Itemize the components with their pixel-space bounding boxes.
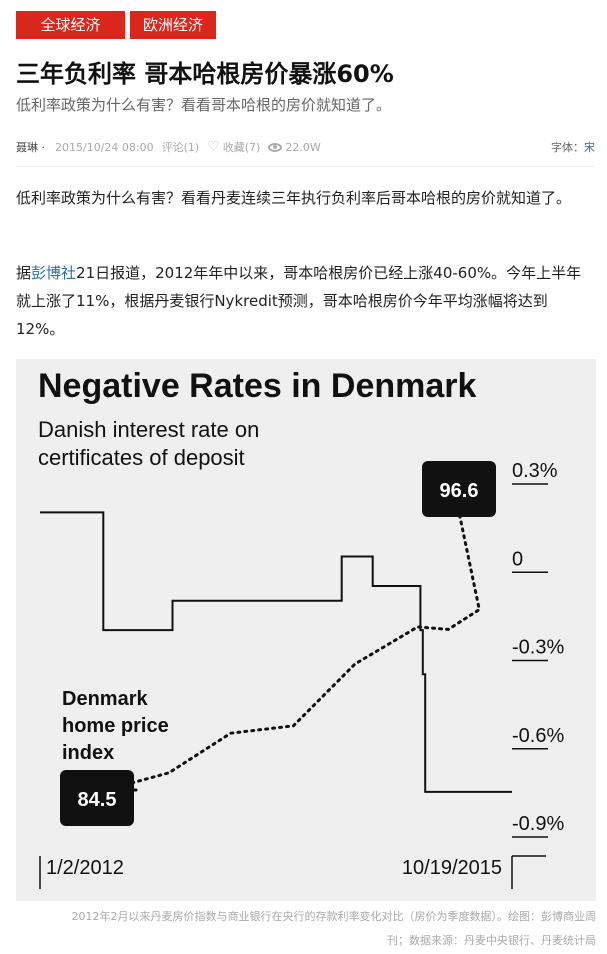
eye-icon [268, 142, 283, 152]
chart-figure: Negative Rates in Denmark Danish interes… [16, 359, 596, 901]
heart-icon: ♡ [207, 139, 220, 155]
font-selector[interactable]: 字体：宋 [551, 139, 595, 155]
favorite-button[interactable]: ♡ 收藏(7) [207, 139, 260, 155]
y-tick-label: -0.3% [512, 637, 564, 659]
favorites-count: 收藏(7) [222, 141, 261, 154]
home-price-series-line [106, 515, 481, 792]
home-price-series-label: Denmark home price index [62, 688, 174, 764]
body-paragraph-2: 据彭博社21日报道，2012年年中以来，哥本哈根房价已经上涨40-60%。今年上… [16, 259, 596, 343]
views-counter: 22.0W [268, 140, 321, 154]
home-price-start-box-bg [60, 770, 134, 826]
home-price-label-line-3: index [62, 742, 114, 764]
font-selector-label: 字体： [551, 141, 584, 154]
bloomberg-link[interactable]: 彭博社 [31, 264, 77, 282]
y-axis-ticks: 0.3% 0 -0.3% -0.6% -0.9% [512, 460, 564, 838]
home-price-end-box-bg [422, 461, 496, 517]
home-price-label-line-1: Denmark [62, 688, 148, 710]
y-tick-label: -0.9% [512, 813, 564, 835]
p2-lead: 据 [16, 264, 32, 282]
article-headline: 三年负利率 哥本哈根房价暴涨60% [16, 60, 394, 88]
article-meta: 聂琳 · 2015/10/24 08:00 评论(1) ♡ 收藏(7) 22.0… [16, 138, 595, 156]
chart-caption-line-1: 2012年2月以来丹麦房价指数与商业银行在央行的存款利率变化对比（房价为季度数据… [71, 910, 597, 923]
body-paragraph-1: 低利率政策为什么有害？看看丹麦连续三年执行负利率后哥本哈根的房价就知道了。 [16, 189, 572, 207]
font-selector-value[interactable]: 宋 [584, 141, 595, 154]
home-price-start-box: 84.5 [60, 770, 134, 826]
x-label-start: 1/2/2012 [46, 857, 124, 879]
y-tick-label: -0.6% [512, 725, 564, 747]
chart-title: Negative Rates in Denmark [38, 367, 476, 405]
comments-link[interactable]: 评论(1) [161, 141, 200, 154]
category-tags: 全球经济 欧洲经济 [16, 11, 216, 39]
views-count: 22.0W [285, 140, 321, 154]
p2-rest: 21日报道，2012年年中以来，哥本哈根房价已经上涨40-60%。今年上半年就上… [16, 264, 582, 338]
rate-label-line-2: certificates of deposit [38, 445, 245, 470]
rate-series-label: Danish interest rate on certificates of … [38, 417, 265, 470]
home-price-end-box: 96.6 [422, 461, 496, 517]
chart-svg: Negative Rates in Denmark Danish interes… [38, 367, 564, 889]
meta-divider [16, 166, 595, 167]
home-price-end-label: 96.6 [440, 480, 479, 502]
tag-europe-economy[interactable]: 欧洲经济 [130, 11, 216, 39]
author-name[interactable]: 聂琳 · [16, 141, 45, 154]
tag-global-economy[interactable]: 全球经济 [16, 11, 125, 39]
y-tick-label: 0 [512, 548, 523, 570]
y-tick-label: 0.3% [512, 460, 558, 482]
rate-series-line [40, 511, 512, 793]
x-label-end: 10/19/2015 [402, 857, 502, 879]
rate-label-line-1: Danish interest rate on [38, 417, 259, 442]
home-price-label-line-2: home price [62, 715, 169, 737]
home-price-start-label: 84.5 [78, 789, 117, 811]
chart-caption-line-2: 刊；数据来源：丹麦中央银行、丹麦统计局 [387, 934, 596, 947]
article-subtitle: 低利率政策为什么有害？看看哥本哈根的房价就知道了。 [16, 96, 392, 114]
publish-date: 2015/10/24 08:00 [55, 140, 154, 154]
